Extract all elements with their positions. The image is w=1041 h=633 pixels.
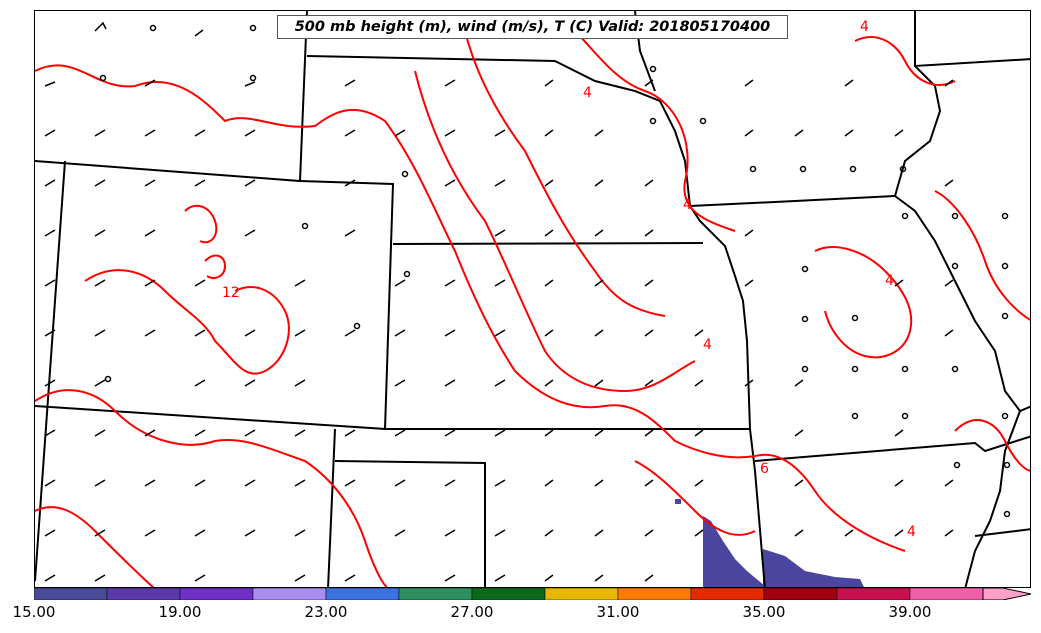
map-area: 4 4 4 12 4 4 6 4 (34, 10, 1031, 588)
contour-label: 4 (860, 19, 869, 35)
state-borders (35, 11, 1030, 587)
colorbar-segment (471, 588, 546, 600)
contour-label: 4 (703, 337, 712, 353)
temperature-contours (35, 30, 1030, 587)
colorbar-tick: 39.00 (888, 603, 932, 621)
colorbar-tick: 23.00 (304, 603, 348, 621)
colorbar (34, 588, 1032, 600)
contour-label: 6 (760, 461, 769, 477)
contour-labels: 4 4 4 12 4 4 6 4 (222, 19, 916, 540)
colorbar-tick: 35.00 (742, 603, 786, 621)
contour-label: 4 (683, 197, 692, 213)
colorbar-tick: 15.00 (12, 603, 56, 621)
colorbar-segment (763, 588, 838, 600)
contour-label: 4 (885, 273, 894, 289)
colorbar-segment (909, 588, 984, 600)
shaded-region (675, 499, 864, 587)
colorbar-tick: 31.00 (596, 603, 640, 621)
colorbar-segment (690, 588, 765, 600)
colorbar-tick: 27.00 (450, 603, 494, 621)
colorbar-segment (252, 588, 327, 600)
map-title: 500 mb height (m), wind (m/s), T (C) Val… (277, 15, 788, 39)
colorbar-segment (34, 588, 108, 600)
colorbar-segment (106, 588, 181, 600)
colorbar-segment (836, 588, 911, 600)
colorbar-segment (544, 588, 619, 600)
contour-label: 12 (222, 285, 240, 301)
colorbar-segment (398, 588, 473, 600)
colorbar-tick: 19.00 (158, 603, 202, 621)
colorbar-segment (617, 588, 692, 600)
colorbar-extension (982, 588, 1032, 600)
colorbar-segment (179, 588, 254, 600)
contour-label: 4 (907, 524, 916, 540)
calm-wind-markers (99, 24, 1011, 518)
wind-barbs (44, 21, 954, 582)
colorbar-segment (325, 588, 400, 600)
contour-label: 4 (583, 85, 592, 101)
